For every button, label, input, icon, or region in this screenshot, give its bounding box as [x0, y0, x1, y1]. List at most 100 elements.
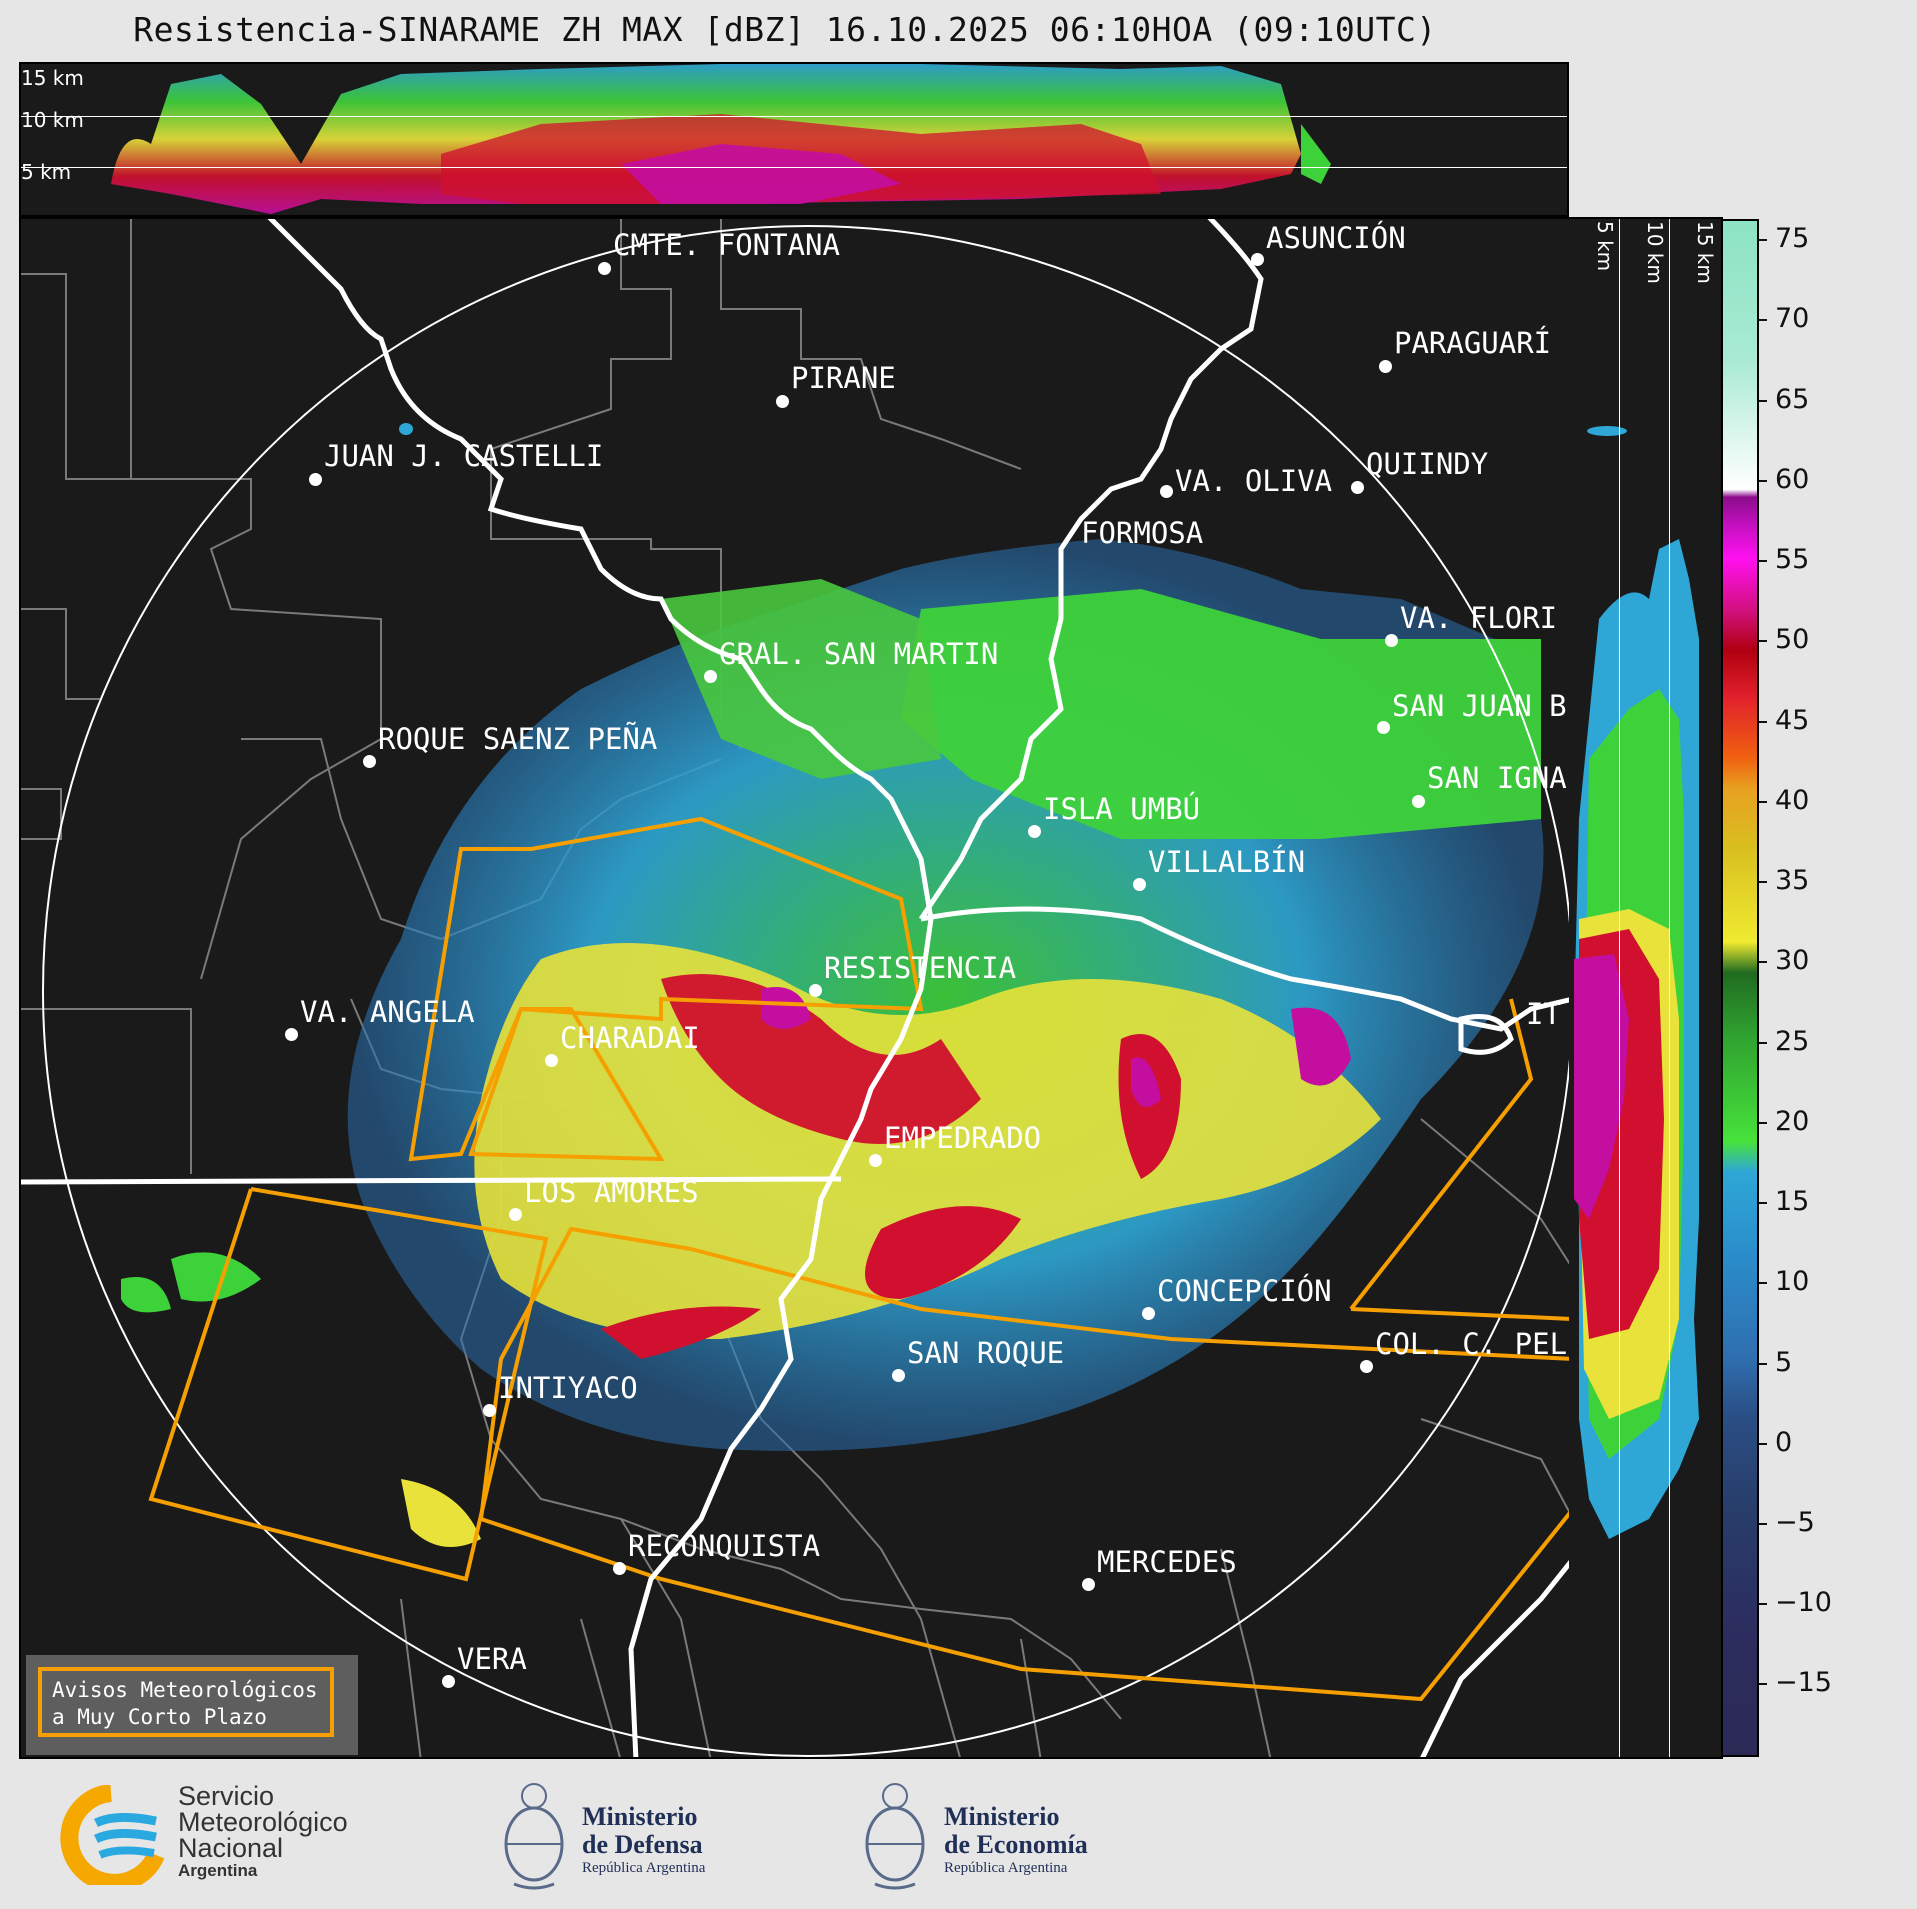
city-label-san-roque[interactable]: SAN ROQUE: [907, 1336, 1065, 1370]
colorbar-tick: 70: [1759, 303, 1809, 334]
city-dot-los-amores: [509, 1208, 522, 1221]
radar-map[interactable]: CMTE. FONTANA ASUNCIÓN PARAGUARÍ PIRANE …: [19, 217, 1571, 1759]
city-label-san-juan-b[interactable]: SAN JUAN B: [1392, 689, 1567, 723]
warnings-legend: Avisos Meteorológicos a Muy Corto Plazo: [26, 1655, 358, 1755]
city-dot-quiindy: [1351, 481, 1364, 494]
economia-line1: Ministerio: [944, 1802, 1060, 1831]
colorbar-tick: 45: [1759, 705, 1809, 736]
colorbar-tick: 60: [1759, 464, 1809, 495]
defensa-line2: de Defensa: [582, 1830, 703, 1859]
city-dot-juan-j-castelli: [309, 473, 322, 486]
top-vertical-cross-section: 15 km 10 km 5 km: [19, 62, 1569, 217]
altitude-line-10km: [21, 116, 1567, 117]
altitude-label-5km: 5 km: [21, 160, 72, 184]
city-dot-isla-umbu: [1028, 825, 1041, 838]
altitude-label-15km: 15 km: [21, 66, 84, 90]
argentina-coat-of-arms-icon-2: [865, 1783, 925, 1890]
colorbar-tick: −15: [1759, 1667, 1832, 1698]
radar-echoes: [121, 423, 1544, 1547]
colorbar-tick: −5: [1759, 1507, 1815, 1538]
city-dot-pirane: [776, 395, 789, 408]
smn-line2: Meteorológico: [178, 1807, 348, 1837]
city-dot-paraguari: [1379, 360, 1392, 373]
warning-polygons[interactable]: [148, 816, 1571, 1702]
city-label-empedrado[interactable]: EMPEDRADO: [884, 1121, 1042, 1155]
city-label-va-florida[interactable]: VA. FLORI: [1400, 601, 1558, 635]
legend-line-1: Avisos Meteorológicos: [52, 1678, 318, 1702]
defensa-logo-text: Ministerio de Defensa República Argentin…: [582, 1803, 705, 1877]
footer-logos: Servicio Meteorológico Nacional Argentin…: [0, 1759, 1917, 1909]
warnings-legend-frame: Avisos Meteorológicos a Muy Corto Plazo: [38, 1667, 334, 1737]
city-label-asuncion[interactable]: ASUNCIÓN: [1266, 221, 1406, 255]
city-label-villalbin[interactable]: VILLALBÍN: [1148, 845, 1306, 879]
city-label-isla-umbu[interactable]: ISLA UMBÚ: [1043, 792, 1201, 826]
city-dot-gral-san-martin: [704, 670, 717, 683]
city-dot-va-florida: [1385, 634, 1398, 647]
city-dot-va-oliva: [1160, 485, 1173, 498]
city-dot-col-c-pellegrini: [1360, 1360, 1373, 1373]
city-label-resistencia[interactable]: RESISTENCIA: [824, 951, 1017, 985]
city-dot-charadai: [545, 1054, 558, 1067]
city-label-concepcion[interactable]: CONCEPCIÓN: [1157, 1274, 1332, 1308]
right-cross-section-echoes: [1574, 426, 1699, 1539]
city-label-reconquista[interactable]: RECONQUISTA: [628, 1529, 821, 1563]
city-label-va-angela[interactable]: VA. ANGELA: [300, 995, 475, 1029]
city-label-roque-saenz-pena[interactable]: ROQUE SAENZ PEÑA: [378, 722, 658, 756]
city-dot-vera: [442, 1675, 455, 1688]
city-label-vera[interactable]: VERA: [457, 1642, 527, 1676]
colorbar-tick: 35: [1759, 865, 1809, 896]
colorbar-tick-labels: 75 70 65 60 55 50 45 40 35 30 25 20 15 1…: [1759, 219, 1859, 1757]
colorbar-tick: 75: [1759, 223, 1809, 254]
city-label-san-ignacio[interactable]: SAN IGNA: [1427, 761, 1567, 795]
city-label-gral-san-martin[interactable]: GRAL. SAN MARTIN: [719, 637, 999, 671]
city-label-col-c-pellegrini[interactable]: COL. C. PEL: [1375, 1327, 1568, 1361]
smn-line4: Argentina: [178, 1861, 258, 1880]
city-label-juan-j-castelli[interactable]: JUAN J. CASTELLI: [324, 439, 604, 473]
economia-logo-text: Ministerio de Economía República Argenti…: [944, 1803, 1088, 1877]
city-label-paraguari[interactable]: PARAGUARÍ: [1394, 326, 1552, 360]
city-label-intiyaco[interactable]: INTIYACO: [498, 1371, 638, 1405]
dbz-colorbar: [1721, 219, 1759, 1757]
radar-map-graphics: [21, 219, 1571, 1757]
altitude-line-5km-v: [1619, 219, 1620, 1757]
defensa-line3: República Argentina: [582, 1860, 706, 1876]
city-dot-roque-saenz-pena: [363, 755, 376, 768]
colorbar-tick: 25: [1759, 1026, 1809, 1057]
altitude-label-5km-v: 5 km: [1593, 221, 1617, 272]
city-label-mercedes[interactable]: MERCEDES: [1097, 1545, 1237, 1579]
city-dot-asuncion: [1251, 253, 1264, 266]
city-dot-mercedes: [1082, 1578, 1095, 1591]
city-dot-san-juan-b: [1377, 721, 1390, 734]
colorbar-tick: 50: [1759, 624, 1809, 655]
altitude-label-15km-v: 15 km: [1693, 221, 1717, 284]
city-label-ituzaingo[interactable]: IT: [1526, 997, 1561, 1031]
smn-logo-text: Servicio Meteorológico Nacional Argentin…: [178, 1783, 348, 1881]
city-label-pirane[interactable]: PIRANE: [791, 361, 896, 395]
city-dot-san-ignacio: [1412, 795, 1425, 808]
city-dot-cmte-fontana: [598, 262, 611, 275]
colorbar-tick: −10: [1759, 1587, 1832, 1618]
rivers-and-borders: [21, 219, 1569, 1757]
city-dot-resistencia: [809, 984, 822, 997]
city-dot-va-angela: [285, 1028, 298, 1041]
city-dot-concepcion: [1142, 1307, 1155, 1320]
colorbar-tick: 20: [1759, 1106, 1809, 1137]
city-dot-villalbin: [1133, 878, 1146, 891]
altitude-label-10km: 10 km: [21, 108, 84, 132]
economia-line2: de Economía: [944, 1830, 1088, 1859]
colorbar-tick: 10: [1759, 1266, 1809, 1297]
city-label-formosa[interactable]: FORMOSA: [1081, 516, 1204, 550]
right-vertical-cross-section: 5 km 10 km 15 km: [1569, 217, 1723, 1759]
defensa-line1: Ministerio: [582, 1802, 698, 1831]
city-label-los-amores[interactable]: LOS AMORES: [524, 1175, 699, 1209]
altitude-line-10km-v: [1669, 219, 1670, 1757]
radar-range-ring: [42, 225, 1569, 1757]
city-dot-empedrado: [869, 1154, 882, 1167]
city-dot-reconquista: [613, 1562, 626, 1575]
city-label-cmte-fontana[interactable]: CMTE. FONTANA: [613, 228, 840, 262]
city-label-quiindy[interactable]: QUIINDY: [1366, 447, 1489, 481]
city-label-charadai[interactable]: CHARADAI: [560, 1021, 700, 1055]
colorbar-tick: 15: [1759, 1186, 1809, 1217]
argentina-coat-of-arms-icon: [504, 1783, 564, 1890]
city-label-va-oliva[interactable]: VA. OLIVA: [1175, 464, 1333, 498]
